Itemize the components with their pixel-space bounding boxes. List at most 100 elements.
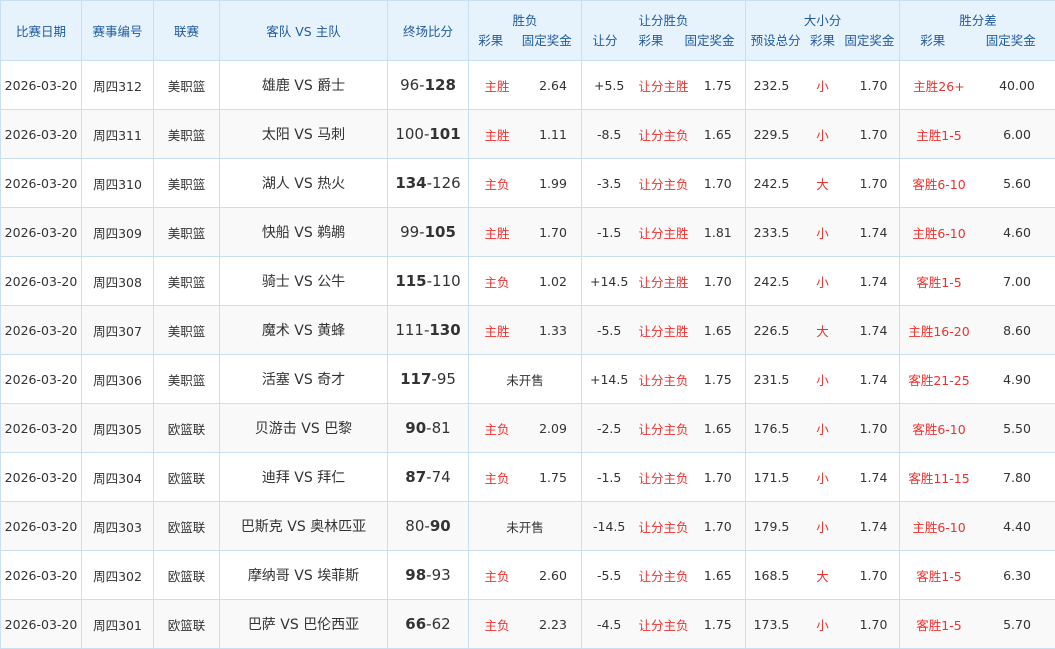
ou-odds: 1.74 xyxy=(848,519,899,534)
teams-cell: 摩纳哥 VS 埃菲斯 xyxy=(220,551,388,600)
handicap: -1.5 xyxy=(582,225,636,240)
handicap-result: 让分主负 xyxy=(636,615,690,634)
table-row: 2026-03-20 周四301 欧篮联 巴萨 VS 巴伦西亚 66-62 主负… xyxy=(1,600,1055,649)
away-score: 87 xyxy=(405,468,426,486)
diff-result: 客胜1-5 xyxy=(900,615,978,634)
header-handicap: 让分胜负让分彩果固定奖金 xyxy=(582,1,746,61)
ou-line: 231.5 xyxy=(746,372,797,387)
handicap: +14.5 xyxy=(582,274,636,289)
sub-handicap: 让分 xyxy=(592,31,617,51)
diff-result: 主胜16-20 xyxy=(900,321,978,340)
group-title: 胜分差 xyxy=(900,11,1055,31)
wl-odds: 2.64 xyxy=(525,78,581,93)
sub-result: 彩果 xyxy=(810,31,835,51)
ou-odds: 1.74 xyxy=(848,323,899,338)
sub-line: 预设总分 xyxy=(751,31,801,51)
home-team: 鹈鹕 xyxy=(317,225,345,241)
away-team: 巴斯克 xyxy=(241,519,283,535)
score-cell: 80-90 xyxy=(388,502,469,551)
league-cell: 欧篮联 xyxy=(154,502,220,551)
away-score: 98 xyxy=(405,566,426,584)
home-team: 拜仁 xyxy=(317,470,345,486)
diff-result: 客胜11-15 xyxy=(900,468,978,487)
header-score: 终场比分 xyxy=(388,1,469,61)
vs-label: VS xyxy=(294,323,312,339)
vs-label: VS xyxy=(294,127,312,143)
match-no-cell: 周四312 xyxy=(82,61,154,110)
wl-result: 主负 xyxy=(469,272,525,291)
away-team: 迪拜 xyxy=(262,470,290,486)
away-team: 雄鹿 xyxy=(262,78,290,94)
handicap: -8.5 xyxy=(582,127,636,142)
date-cell: 2026-03-20 xyxy=(1,453,82,502)
wl-odds: 1.02 xyxy=(525,274,581,289)
ou-result: 小 xyxy=(797,125,848,144)
date-cell: 2026-03-20 xyxy=(1,306,82,355)
teams-cell: 骑士 VS 公牛 xyxy=(220,257,388,306)
wl-odds: 1.11 xyxy=(525,127,581,142)
ou-line: 168.5 xyxy=(746,568,797,583)
wl-cell: 未开售 xyxy=(469,355,582,404)
sub-odds: 固定奖金 xyxy=(522,31,572,51)
wl-odds: 1.99 xyxy=(525,176,581,191)
diff-odds: 40.00 xyxy=(978,78,1055,93)
diff-odds: 4.60 xyxy=(978,225,1055,240)
teams-cell: 湖人 VS 热火 xyxy=(220,159,388,208)
teams-cell: 活塞 VS 奇才 xyxy=(220,355,388,404)
home-score: 74 xyxy=(432,468,451,486)
vs-label: VS xyxy=(294,176,312,192)
away-team: 快船 xyxy=(262,225,290,241)
wl-cell: 未开售 xyxy=(469,502,582,551)
wl-odds: 1.70 xyxy=(525,225,581,240)
home-team: 爵士 xyxy=(317,78,345,94)
diff-odds: 5.60 xyxy=(978,176,1055,191)
group-title: 让分胜负 xyxy=(582,11,745,31)
ou-odds: 1.74 xyxy=(848,470,899,485)
date-cell: 2026-03-20 xyxy=(1,404,82,453)
wl-result: 主负 xyxy=(469,615,525,634)
away-score: 115 xyxy=(395,272,426,290)
league-cell: 欧篮联 xyxy=(154,551,220,600)
sub-odds: 固定奖金 xyxy=(844,31,894,51)
handicap: +5.5 xyxy=(582,78,636,93)
league-cell: 欧篮联 xyxy=(154,453,220,502)
ou-result: 大 xyxy=(797,321,848,340)
home-team: 奇才 xyxy=(317,372,345,388)
wl-result: 主负 xyxy=(469,174,525,193)
table-row: 2026-03-20 周四307 美职篮 魔术 VS 黄蜂 111-130 主胜… xyxy=(1,306,1055,355)
home-score: 81 xyxy=(432,419,451,437)
wl-odds: 2.60 xyxy=(525,568,581,583)
home-team: 埃菲斯 xyxy=(317,568,359,584)
diff-odds: 5.70 xyxy=(978,617,1055,632)
vs-label: VS xyxy=(280,617,298,633)
handicap-odds: 1.70 xyxy=(691,176,745,191)
teams-cell: 贝游击 VS 巴黎 xyxy=(220,404,388,453)
table-row: 2026-03-20 周四310 美职篮 湖人 VS 热火 134-126 主负… xyxy=(1,159,1055,208)
ou-line: 229.5 xyxy=(746,127,797,142)
league-cell: 美职篮 xyxy=(154,110,220,159)
score-cell: 66-62 xyxy=(388,600,469,649)
date-cell: 2026-03-20 xyxy=(1,257,82,306)
date-cell: 2026-03-20 xyxy=(1,208,82,257)
ou-line: 179.5 xyxy=(746,519,797,534)
date-cell: 2026-03-20 xyxy=(1,61,82,110)
home-score: 126 xyxy=(432,174,461,192)
ou-result: 小 xyxy=(797,468,848,487)
header-match-no: 赛事编号 xyxy=(82,1,154,61)
